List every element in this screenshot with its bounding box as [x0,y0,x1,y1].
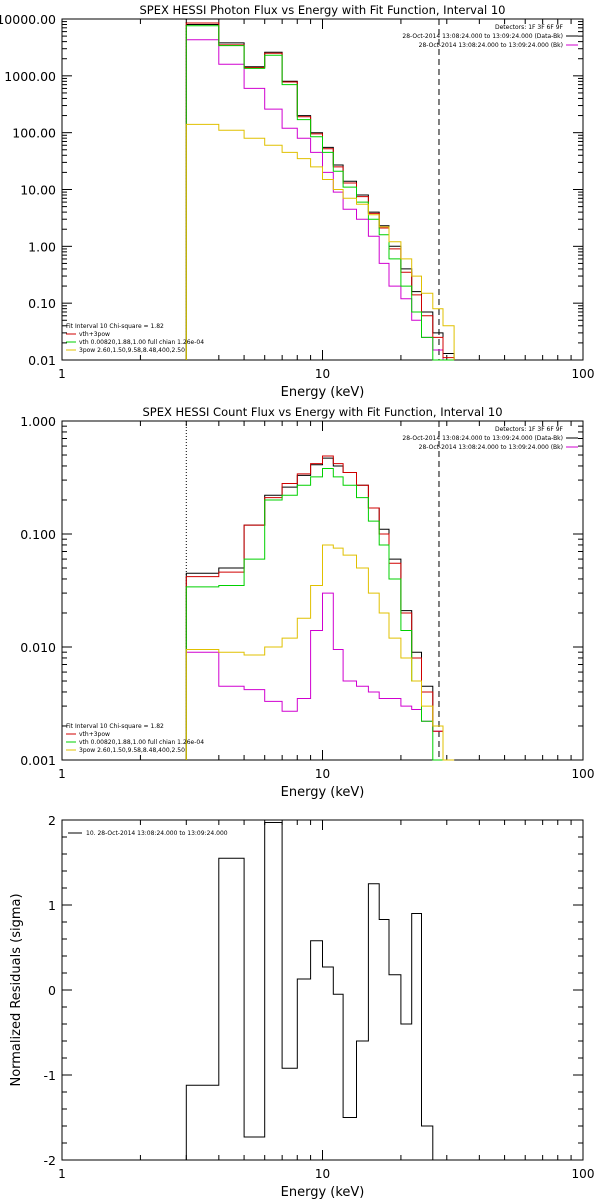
y-tick-label: 0.01 [28,353,56,368]
series-data-line [185,457,455,761]
x-tick-label: 100 [572,767,595,781]
x-axis-label: Energy (keV) [281,1185,365,1200]
y-tick-label: 0.010 [20,640,56,655]
x-tick-label: 10 [315,367,330,381]
legend-bottom-entry: 3pow 2.60,1.50,9.58,8.48,400,2.50 [79,347,185,354]
y-tick-label: 0.100 [20,527,56,542]
series-bk-line [185,592,455,761]
legend-bottom-entry: vth 0.00820,1.88,1.00 full chian 1.26e-0… [79,339,204,346]
x-tick-label: 10 [315,767,330,781]
y-tick-label: 0.10 [28,296,56,311]
y-tick-label: 10.00 [20,183,56,198]
legend-top-entry: Detectors: 1F 3F 6F 9F [495,24,564,31]
x-axis-label: Energy (keV) [281,785,365,800]
series-vth-line [185,25,455,361]
legend-top-entry: 28-Oct-2014 13:08:24.000 to 13:09:24.000… [402,435,563,442]
y-tick-label: 1000.00 [4,69,56,84]
legend-top-entry: 28-Oct-2014 13:08:24.000 to 13:09:24.000… [402,33,563,40]
legend-bottom-entry: Fit Interval 10 Chi-square = 1.82 [66,723,164,730]
x-tick-label: 10 [315,1167,330,1181]
x-tick-label: 1 [58,1167,66,1181]
x-tick-label: 100 [572,367,595,381]
legend-bottom-entry: Fit Interval 10 Chi-square = 1.82 [66,323,164,330]
legend-bottom-entry: vth+3pow [79,331,110,338]
series-pow-line [185,123,455,360]
series-pow-line [185,544,455,761]
legend-top-entry: Detectors: 1F 3F 6F 9F [495,426,564,433]
legend-bottom-entry: vth+3pow [79,731,110,738]
x-tick-label: 1 [58,767,66,781]
y-tick-label: 10000.00 [0,12,56,27]
y-tick-label: 0.001 [20,753,56,768]
y-tick-label: -1 [44,1068,56,1083]
series-resid-line [185,822,443,1161]
y-tick-label: 2 [48,813,56,828]
legend-top-entry: 28-Oct-2014 13:08:24.000 to 13:09:24.000… [419,444,563,451]
y-tick-label: 100.00 [12,126,56,141]
plot-frame [61,18,584,361]
chart-title: SPEX HESSI Count Flux vs Energy with Fit… [142,405,502,419]
x-axis-label: Energy (keV) [281,385,365,400]
series-vth-line [185,468,455,761]
legend-top-entry: 28-Oct-2014 13:08:24.000 to 13:09:24.000… [419,42,563,49]
legend-bottom-entry: vth 0.00820,1.88,1.00 full chian 1.26e-0… [79,739,204,746]
chart-title: SPEX HESSI Photon Flux vs Energy with Fi… [139,3,505,17]
series-bk-line [185,39,455,361]
y-axis-label: Normalized Residuals (sigma) [9,893,24,1086]
y-tick-label: 0 [48,983,56,998]
series-fit-line [185,455,455,761]
y-tick-label: 1.00 [28,239,56,254]
plot-frame [61,819,584,1161]
y-tick-label: 1.000 [20,414,56,429]
series-data-line [185,24,455,360]
legend-bottom-entry: 3pow 2.60,1.50,9.58,8.48,400,2.50 [79,747,185,754]
series-fit-line [185,22,455,360]
legend-entry: 10. 28-Oct-2014 13:08:24.000 to 13:09:24… [86,830,228,837]
y-tick-label: -2 [44,1153,56,1168]
x-tick-label: 1 [58,367,66,381]
y-tick-label: 1 [48,898,56,913]
x-tick-label: 100 [572,1167,595,1181]
